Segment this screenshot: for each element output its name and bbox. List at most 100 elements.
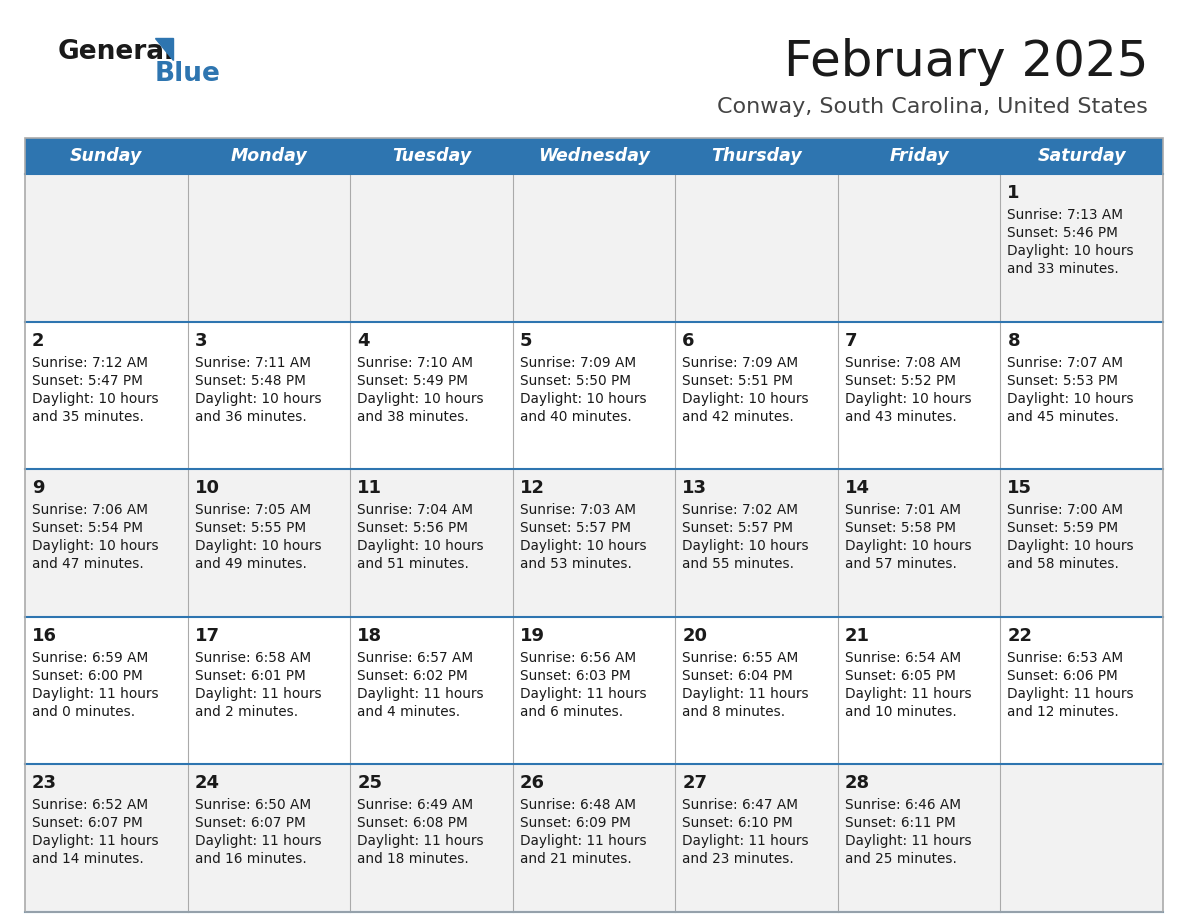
- Text: Sunrise: 7:11 AM: Sunrise: 7:11 AM: [195, 355, 310, 370]
- Text: 24: 24: [195, 775, 220, 792]
- Text: Daylight: 10 hours: Daylight: 10 hours: [358, 539, 484, 554]
- Text: and 55 minutes.: and 55 minutes.: [682, 557, 795, 571]
- Text: 15: 15: [1007, 479, 1032, 498]
- Text: 18: 18: [358, 627, 383, 644]
- Text: Sunrise: 7:08 AM: Sunrise: 7:08 AM: [845, 355, 961, 370]
- Text: and 35 minutes.: and 35 minutes.: [32, 409, 144, 423]
- Text: Daylight: 11 hours: Daylight: 11 hours: [358, 834, 484, 848]
- Text: Daylight: 10 hours: Daylight: 10 hours: [682, 539, 809, 554]
- Text: Sunset: 5:53 PM: Sunset: 5:53 PM: [1007, 374, 1118, 387]
- Text: Sunrise: 6:46 AM: Sunrise: 6:46 AM: [845, 799, 961, 812]
- Text: and 6 minutes.: and 6 minutes.: [519, 705, 623, 719]
- Text: and 12 minutes.: and 12 minutes.: [1007, 705, 1119, 719]
- Text: Daylight: 10 hours: Daylight: 10 hours: [1007, 244, 1135, 258]
- Text: 8: 8: [1007, 331, 1020, 350]
- Text: Daylight: 11 hours: Daylight: 11 hours: [845, 834, 972, 848]
- Text: 28: 28: [845, 775, 870, 792]
- Text: Sunset: 6:05 PM: Sunset: 6:05 PM: [845, 669, 955, 683]
- Text: Sunset: 5:52 PM: Sunset: 5:52 PM: [845, 374, 956, 387]
- Text: 7: 7: [845, 331, 858, 350]
- Text: Sunset: 5:54 PM: Sunset: 5:54 PM: [32, 521, 143, 535]
- Text: Sunrise: 6:57 AM: Sunrise: 6:57 AM: [358, 651, 473, 665]
- Text: and 40 minutes.: and 40 minutes.: [519, 409, 632, 423]
- Text: Daylight: 11 hours: Daylight: 11 hours: [682, 834, 809, 848]
- Text: and 47 minutes.: and 47 minutes.: [32, 557, 144, 571]
- Bar: [25, 469, 1163, 617]
- Text: Sunset: 5:57 PM: Sunset: 5:57 PM: [519, 521, 631, 535]
- Text: Daylight: 10 hours: Daylight: 10 hours: [845, 539, 972, 554]
- Text: Wednesday: Wednesday: [538, 147, 650, 165]
- Text: 10: 10: [195, 479, 220, 498]
- Text: and 51 minutes.: and 51 minutes.: [358, 557, 469, 571]
- Text: Sunset: 5:46 PM: Sunset: 5:46 PM: [1007, 226, 1118, 240]
- Text: Sunset: 6:01 PM: Sunset: 6:01 PM: [195, 669, 305, 683]
- Text: and 58 minutes.: and 58 minutes.: [1007, 557, 1119, 571]
- Text: Saturday: Saturday: [1037, 147, 1126, 165]
- Text: Sunrise: 7:12 AM: Sunrise: 7:12 AM: [32, 355, 148, 370]
- Text: Thursday: Thursday: [712, 147, 802, 165]
- Text: Daylight: 11 hours: Daylight: 11 hours: [519, 834, 646, 848]
- Text: Sunset: 5:51 PM: Sunset: 5:51 PM: [682, 374, 794, 387]
- Text: 6: 6: [682, 331, 695, 350]
- Text: Sunset: 5:58 PM: Sunset: 5:58 PM: [845, 521, 956, 535]
- Text: Sunrise: 6:53 AM: Sunrise: 6:53 AM: [1007, 651, 1124, 665]
- Text: Sunrise: 7:09 AM: Sunrise: 7:09 AM: [682, 355, 798, 370]
- Text: and 42 minutes.: and 42 minutes.: [682, 409, 794, 423]
- Text: Sunset: 5:55 PM: Sunset: 5:55 PM: [195, 521, 305, 535]
- Text: Sunrise: 7:13 AM: Sunrise: 7:13 AM: [1007, 208, 1124, 222]
- Text: 17: 17: [195, 627, 220, 644]
- Text: 3: 3: [195, 331, 207, 350]
- Text: Sunrise: 6:47 AM: Sunrise: 6:47 AM: [682, 799, 798, 812]
- Text: and 49 minutes.: and 49 minutes.: [195, 557, 307, 571]
- Text: 12: 12: [519, 479, 545, 498]
- Text: Sunset: 5:48 PM: Sunset: 5:48 PM: [195, 374, 305, 387]
- Text: 13: 13: [682, 479, 707, 498]
- Text: Monday: Monday: [230, 147, 308, 165]
- Text: Sunset: 6:06 PM: Sunset: 6:06 PM: [1007, 669, 1118, 683]
- Text: Sunrise: 7:02 AM: Sunrise: 7:02 AM: [682, 503, 798, 517]
- Text: and 25 minutes.: and 25 minutes.: [845, 853, 956, 867]
- Text: Daylight: 11 hours: Daylight: 11 hours: [195, 834, 321, 848]
- Text: Friday: Friday: [890, 147, 949, 165]
- Text: Daylight: 10 hours: Daylight: 10 hours: [32, 392, 159, 406]
- Text: and 8 minutes.: and 8 minutes.: [682, 705, 785, 719]
- Text: Sunrise: 7:04 AM: Sunrise: 7:04 AM: [358, 503, 473, 517]
- Text: and 57 minutes.: and 57 minutes.: [845, 557, 956, 571]
- Text: Sunset: 6:11 PM: Sunset: 6:11 PM: [845, 816, 955, 831]
- Text: Daylight: 11 hours: Daylight: 11 hours: [1007, 687, 1135, 700]
- Text: Sunset: 6:07 PM: Sunset: 6:07 PM: [195, 816, 305, 831]
- Text: Daylight: 11 hours: Daylight: 11 hours: [32, 834, 159, 848]
- Text: Sunset: 6:09 PM: Sunset: 6:09 PM: [519, 816, 631, 831]
- Text: Sunset: 6:07 PM: Sunset: 6:07 PM: [32, 816, 143, 831]
- Text: Sunday: Sunday: [70, 147, 143, 165]
- Text: Daylight: 11 hours: Daylight: 11 hours: [195, 687, 321, 700]
- Text: Blue: Blue: [154, 61, 221, 87]
- Bar: [25, 765, 1163, 912]
- Text: Sunrise: 7:00 AM: Sunrise: 7:00 AM: [1007, 503, 1124, 517]
- Text: Sunset: 6:08 PM: Sunset: 6:08 PM: [358, 816, 468, 831]
- Text: Daylight: 10 hours: Daylight: 10 hours: [358, 392, 484, 406]
- Text: Sunrise: 7:05 AM: Sunrise: 7:05 AM: [195, 503, 311, 517]
- Text: and 10 minutes.: and 10 minutes.: [845, 705, 956, 719]
- Bar: [25, 138, 1163, 912]
- Text: Sunrise: 6:48 AM: Sunrise: 6:48 AM: [519, 799, 636, 812]
- Text: 27: 27: [682, 775, 707, 792]
- Text: 21: 21: [845, 627, 870, 644]
- Text: and 21 minutes.: and 21 minutes.: [519, 853, 632, 867]
- Text: and 2 minutes.: and 2 minutes.: [195, 705, 298, 719]
- Text: and 4 minutes.: and 4 minutes.: [358, 705, 460, 719]
- Text: Sunrise: 7:07 AM: Sunrise: 7:07 AM: [1007, 355, 1124, 370]
- Text: and 18 minutes.: and 18 minutes.: [358, 853, 469, 867]
- Text: Sunrise: 7:01 AM: Sunrise: 7:01 AM: [845, 503, 961, 517]
- Text: 22: 22: [1007, 627, 1032, 644]
- Text: Daylight: 10 hours: Daylight: 10 hours: [195, 392, 321, 406]
- Text: 9: 9: [32, 479, 44, 498]
- Text: 19: 19: [519, 627, 545, 644]
- Text: Sunrise: 6:58 AM: Sunrise: 6:58 AM: [195, 651, 311, 665]
- Text: Daylight: 10 hours: Daylight: 10 hours: [519, 392, 646, 406]
- Text: Daylight: 10 hours: Daylight: 10 hours: [1007, 539, 1135, 554]
- Bar: [25, 174, 1163, 321]
- Text: Daylight: 10 hours: Daylight: 10 hours: [682, 392, 809, 406]
- Text: Sunrise: 7:10 AM: Sunrise: 7:10 AM: [358, 355, 473, 370]
- Text: Sunrise: 7:03 AM: Sunrise: 7:03 AM: [519, 503, 636, 517]
